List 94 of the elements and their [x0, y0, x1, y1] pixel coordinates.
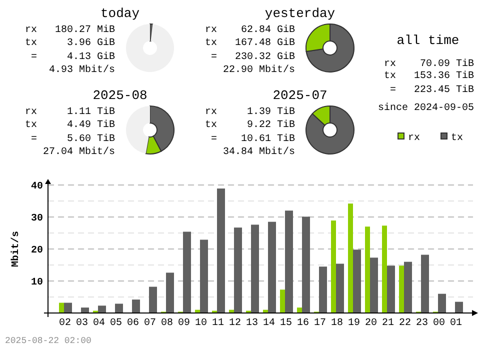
x-tick-label: 23: [416, 318, 428, 329]
bar: [217, 188, 225, 313]
text: tx 4.49 TiB: [24, 119, 115, 131]
chart-title: yesterday: [264, 6, 336, 21]
bar: [183, 232, 191, 313]
x-tick-label: 05: [110, 318, 122, 329]
text: rx 1.39 TiB: [204, 106, 295, 118]
bar: [365, 226, 370, 313]
y-tick-label: 30: [30, 214, 43, 224]
x-tick-label: 01: [450, 318, 462, 329]
bar: [64, 302, 72, 313]
bar: [438, 294, 446, 313]
text: 22.90 Mbit/s: [222, 64, 295, 76]
text: = 4.13 GiB: [30, 51, 115, 63]
x-tick-label: 10: [194, 318, 208, 329]
bar: [297, 308, 302, 313]
y-tick-label: 20: [30, 246, 43, 256]
x-tick-label: 06: [126, 318, 140, 329]
text: 34.84 Mbit/s: [222, 146, 295, 158]
x-tick-label: 22: [398, 318, 412, 329]
x-tick-label: 00: [432, 318, 446, 329]
bar: [234, 228, 242, 313]
text: = 230.32 GiB: [210, 51, 295, 63]
bar: [280, 290, 285, 313]
donut-slice: [150, 106, 174, 152]
chart-title: 2025-07: [272, 88, 328, 103]
x-tick-label: 12: [228, 318, 242, 329]
text: tx 167.48 GiB: [204, 37, 295, 49]
x-tick-label: 19: [348, 318, 360, 329]
text: rx 1.11 TiB: [24, 106, 115, 118]
bar: [336, 264, 344, 313]
text: 4.93 Mbit/s: [48, 64, 115, 76]
bar: [149, 286, 157, 313]
bar: [404, 262, 412, 313]
text: = 5.60 TiB: [30, 133, 115, 145]
bar: [421, 254, 429, 313]
x-tick-label: 03: [76, 318, 88, 329]
x-tick-label: 17: [314, 318, 326, 329]
bar: [251, 224, 259, 313]
x-tick-label: 14: [262, 318, 276, 329]
text: tx 3.96 GiB: [24, 37, 115, 49]
text: rx 70.09 TiB: [384, 58, 474, 70]
y-axis-title: Mbit/s: [10, 230, 22, 268]
bar: [200, 240, 208, 313]
bar: [59, 302, 64, 313]
text: tx 153.36 TiB: [384, 70, 474, 82]
text: tx 9.22 TiB: [204, 119, 295, 131]
bar: [382, 226, 387, 313]
text: all time: [396, 33, 460, 48]
text: = 10.61 TiB: [210, 133, 295, 145]
chart-title: today: [100, 6, 140, 21]
bar: [353, 250, 361, 313]
x-tick-label: 08: [160, 318, 174, 329]
x-tick-label: 15: [280, 318, 292, 329]
bar: [348, 204, 353, 313]
bar: [302, 216, 310, 313]
x-tick-label: 04: [92, 318, 106, 329]
bar: [387, 266, 395, 313]
text: 27.04 Mbit/s: [42, 146, 115, 158]
bar: [370, 258, 378, 313]
x-tick-label: 09: [178, 318, 190, 329]
bar: [399, 266, 404, 313]
bar: [285, 210, 293, 313]
legend-label: rx: [408, 133, 420, 144]
bar: [132, 300, 140, 313]
bar: [81, 308, 89, 313]
chart-title: 2025-08: [92, 88, 148, 103]
donut-slice: [126, 106, 150, 154]
bar: [455, 302, 463, 313]
x-tick-label: 16: [296, 318, 310, 329]
donut-slice: [306, 106, 354, 154]
x-tick-label: 20: [364, 318, 378, 329]
donut-slice: [126, 24, 174, 72]
bar: [268, 222, 276, 313]
bar: [98, 306, 106, 313]
x-tick-label: 11: [212, 318, 224, 329]
bar: [331, 220, 336, 313]
x-tick-label: 18: [330, 318, 344, 329]
x-tick-label: 02: [58, 318, 72, 329]
x-tick-label: 07: [144, 318, 156, 329]
x-tick-label: 13: [246, 318, 258, 329]
bar: [319, 266, 327, 313]
bar: [115, 304, 123, 313]
donut-slice: [306, 24, 354, 72]
text: 2025-08-22 02:00: [5, 336, 92, 346]
legend-label: tx: [451, 133, 464, 144]
x-tick-label: 21: [382, 318, 394, 329]
y-tick-label: 10: [30, 278, 43, 288]
bar: [166, 272, 174, 313]
y-tick-label: 40: [30, 182, 43, 192]
text: rx 180.27 MiB: [24, 24, 115, 36]
text: since 2024-09-05: [378, 102, 474, 114]
text: rx 62.84 GiB: [204, 24, 295, 36]
text: = 223.45 TiB: [390, 84, 474, 96]
